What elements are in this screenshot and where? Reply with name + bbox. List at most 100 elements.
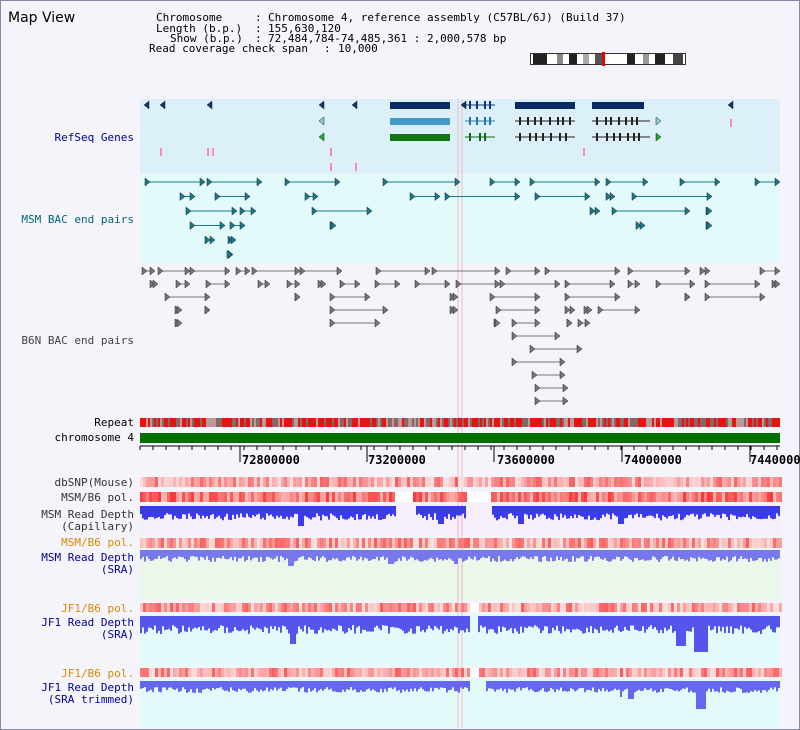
b6n-bac-pair-end [452,292,459,302]
msm-pol2-label[interactable]: MSM/B6 pol. [61,536,134,549]
heat-cell [698,538,701,548]
heat-cell [254,668,257,677]
heat-cell [404,603,407,612]
depth-bar [726,506,728,517]
heat-cell [608,477,611,487]
heat-cell [641,492,644,502]
heat-cell [368,492,371,502]
depth-bar [354,550,356,558]
heat-cell [521,477,524,487]
repeat-segment [522,418,524,427]
repeat-segment [344,418,346,427]
heat-cell [575,668,578,677]
heat-cell [173,668,176,677]
repeat-label[interactable]: Repeat [94,416,134,429]
depth-bar [606,506,608,514]
jf1-pol-label[interactable]: JF1/B6 pol. [61,602,134,615]
heat-cell [602,538,605,548]
b6n-bac-pair-end [176,305,183,315]
repeat-segment [702,418,704,427]
depth-bar [648,681,650,690]
depth-bar [226,616,228,628]
depth-bar [732,550,734,558]
heat-cell [611,538,614,548]
heat-cell [161,668,164,677]
msm-pol-label[interactable]: MSM/B6 pol. [61,491,134,504]
heat-cell [710,477,713,487]
depth-bar [244,550,246,562]
depth-bar [238,681,240,689]
repeat-segment [578,418,580,427]
depth-bar [332,681,334,692]
repeat-segment [758,418,760,427]
heat-cell [278,538,281,548]
heat-cell [716,603,719,612]
chromosome-ideogram[interactable] [530,52,686,66]
msm-cap-depth-label-1[interactable]: MSM Read Depth [41,508,134,521]
b6n-bac-label[interactable]: B6N BAC end pairs [21,334,134,347]
heat-cell [680,603,683,612]
depth-bar [284,506,286,519]
repeat-segment [284,418,286,427]
heat-cell [194,492,197,502]
repeat-segment [314,418,316,427]
repeat-segment [158,418,160,427]
depth-bar [440,681,442,688]
depth-bar [178,506,180,519]
depth-bar [372,550,374,559]
heat-cell [557,492,560,502]
repeat-segment [510,418,512,427]
heat-cell [350,492,353,502]
chromosome-label[interactable]: chromosome 4 [54,431,134,444]
depth-bar [300,616,302,630]
repeat-segment [204,418,206,427]
heat-cell [293,668,296,677]
depth-bar [560,681,562,688]
depth-bar [570,681,572,689]
depth-bar [212,681,214,688]
msm-bac-pair-end [454,177,461,187]
depth-bar [528,681,530,691]
depth-bar [682,616,684,646]
repeat-segment [372,418,374,427]
depth-bar [664,681,666,689]
heat-cell [503,603,506,612]
heat-cell [677,538,680,548]
depth-bar [714,681,716,692]
depth-bar [320,616,322,628]
depth-bar [698,506,700,520]
depth-bar [698,616,700,652]
depth-bar [544,550,546,557]
heat-cell [524,477,527,487]
depth-bar [170,616,172,631]
depth-bar [376,550,378,557]
refseq-genes-label[interactable]: RefSeq Genes [54,131,134,144]
repeat-segment [154,418,156,427]
jf1-trim-depth-label-1[interactable]: JF1 Read Depth [41,681,134,694]
gene-exon [484,101,486,109]
heat-cell [422,668,425,677]
dbsnp-label[interactable]: dbSNP(Mouse) [54,476,134,489]
depth-bar [470,550,472,559]
msm-bac-label[interactable]: MSM BAC end pairs [21,213,134,226]
msm-bac-pair-end [679,177,686,187]
depth-bar [774,681,776,688]
depth-bar [556,550,558,557]
msm-sra-depth-label-1[interactable]: MSM Read Depth [41,551,134,564]
depth-bar [146,506,148,520]
heat-cell [455,492,458,502]
depth-bar [188,506,190,514]
heat-cell [146,668,149,677]
jf1-pol2-label[interactable]: JF1/B6 pol. [61,667,134,680]
heat-cell [176,603,179,612]
depth-bar [340,616,342,627]
depth-bar [768,506,770,516]
heat-cell [173,492,176,502]
heat-cell [473,538,476,548]
depth-bar [602,616,604,631]
jf1-sra-depth-label-1[interactable]: JF1 Read Depth [41,616,134,629]
heat-cell [620,492,623,502]
depth-bar [280,506,282,516]
depth-bar [320,506,322,521]
